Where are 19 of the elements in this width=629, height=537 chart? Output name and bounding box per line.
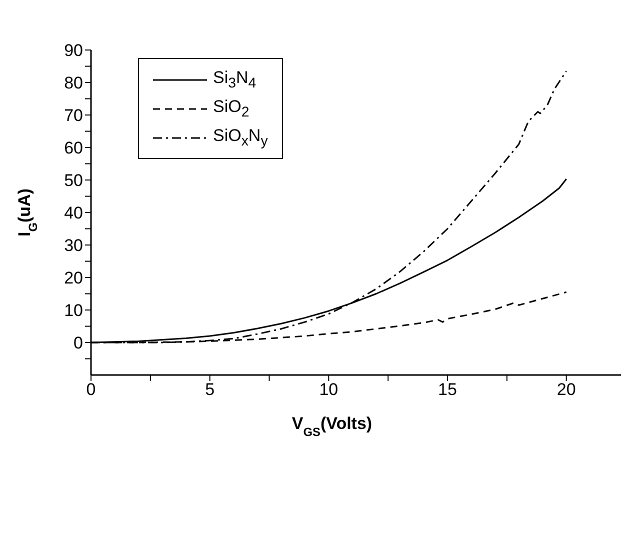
x-axis-title: V$_{GS}$(Volts)	[292, 414, 372, 439]
x-tick-label: 5	[205, 380, 215, 400]
x-tick-label: 20	[556, 380, 576, 400]
y-tick-label: 50	[64, 171, 83, 190]
y-tick-label: 60	[64, 138, 83, 158]
y-tick-label: 0	[74, 334, 83, 353]
y-tick-label: 20	[64, 268, 83, 288]
y-tick-label: 70	[64, 106, 83, 126]
y-tick-label: 40	[64, 204, 83, 223]
y-tick-label: 80	[64, 74, 83, 93]
y-tick-label: 10	[64, 301, 83, 320]
x-tick-label: 0	[86, 380, 96, 400]
legend-label: Si$_{3}$N$_{4}$	[213, 68, 256, 92]
x-tick-label: 10	[319, 380, 338, 400]
y-tick-label: 90	[64, 41, 83, 60]
legend-label: SiO$_{2}$	[213, 96, 250, 120]
y-tick-label: 30	[64, 236, 83, 256]
legend-label: SiO$_{x}$N$_{y}$	[213, 126, 268, 150]
x-tick-label: 15	[438, 380, 457, 400]
